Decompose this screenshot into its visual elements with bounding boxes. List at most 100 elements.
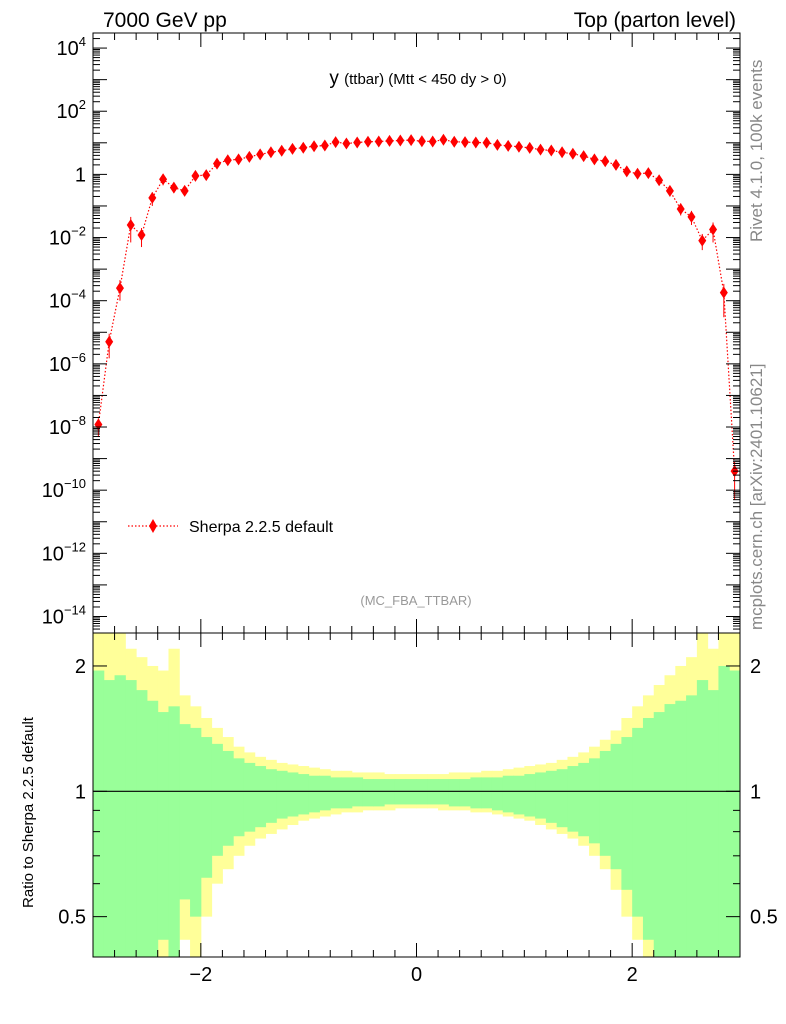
data-point xyxy=(676,203,685,216)
ratio-band-inner xyxy=(168,706,180,957)
ratio-band-inner xyxy=(200,737,213,878)
y-tick-label: 10−14 xyxy=(42,602,86,628)
x-tick-label: −2 xyxy=(189,964,212,986)
ratio-band-inner xyxy=(103,680,116,957)
ratio-band-inner xyxy=(448,779,461,807)
data-point xyxy=(310,140,319,153)
data-point xyxy=(202,169,211,182)
data-point xyxy=(159,173,168,186)
data-point xyxy=(547,144,556,157)
data-point xyxy=(622,165,631,178)
watermark-label: (MC_FBA_TTBAR) xyxy=(360,593,471,608)
ratio-band-inner xyxy=(341,777,353,809)
data-point xyxy=(180,184,189,197)
ratio-band-inner xyxy=(707,690,719,957)
data-point xyxy=(126,218,135,231)
data-point xyxy=(266,146,275,159)
ratio-band-inner xyxy=(535,772,547,819)
x-tick-label: 0 xyxy=(411,964,422,986)
data-point xyxy=(579,150,588,163)
ratio-band-inner xyxy=(556,769,568,828)
ratio-band-inner xyxy=(599,750,612,856)
data-point xyxy=(665,184,674,197)
ratio-band-inner xyxy=(718,665,730,957)
ratio-band-inner xyxy=(125,680,137,957)
y-tick-label: 10−4 xyxy=(49,287,86,313)
data-point xyxy=(245,150,254,163)
data-point xyxy=(223,154,232,167)
ratio-band-inner xyxy=(664,704,676,957)
data-point xyxy=(558,146,567,159)
data-point xyxy=(288,142,297,155)
data-point xyxy=(148,191,157,204)
ratio-band-inner xyxy=(265,769,277,823)
data-point xyxy=(719,286,728,299)
ratio-band-inner xyxy=(653,712,666,957)
ratio-band-inner xyxy=(524,774,536,817)
ratio-y-tick-label-right: 0.5 xyxy=(750,907,778,929)
y-tick-label: 10−2 xyxy=(49,224,86,250)
data-point xyxy=(169,181,178,194)
header-left: 7000 GeV pp xyxy=(103,9,227,32)
data-point xyxy=(385,134,394,147)
ratio-band-inner xyxy=(373,779,385,807)
ratio-band-inner xyxy=(114,675,126,957)
data-point xyxy=(213,157,222,170)
ratio-band-inner xyxy=(319,775,331,811)
data-point xyxy=(568,147,577,160)
y-tick-label: 1 xyxy=(75,164,86,186)
y-tick-label: 10−10 xyxy=(42,476,86,502)
ratio-band-inner xyxy=(222,750,234,846)
ratio-band-inner xyxy=(276,770,288,819)
y-tick-label: 104 xyxy=(57,34,86,60)
data-point xyxy=(504,139,513,152)
ratio-y-tick-label: 0.5 xyxy=(58,907,86,929)
data-point xyxy=(525,141,534,154)
ratio-band-inner xyxy=(481,777,493,809)
ratio-band-inner xyxy=(675,700,687,957)
main-frame xyxy=(92,32,741,634)
y-tick-label: 10−12 xyxy=(42,539,86,565)
ratio-band-inner xyxy=(362,779,374,807)
data-point xyxy=(633,167,642,180)
data-point xyxy=(256,148,265,161)
data-point xyxy=(105,335,114,348)
data-point xyxy=(493,138,502,151)
data-point xyxy=(655,174,664,187)
ratio-band-inner xyxy=(330,777,342,809)
data-point xyxy=(277,144,286,157)
ratio-band-inner xyxy=(157,712,169,940)
x-tick-label: 2 xyxy=(627,964,638,986)
data-point xyxy=(428,135,437,148)
data-point xyxy=(234,153,243,166)
ratio-band-inner xyxy=(696,680,709,957)
data-point xyxy=(191,169,200,182)
data-point xyxy=(299,141,308,154)
data-point xyxy=(536,143,545,156)
data-point xyxy=(320,139,329,152)
y-tick-label: 10−8 xyxy=(49,413,86,439)
data-point xyxy=(450,135,459,148)
ratio-y-tick-label-right: 2 xyxy=(750,656,761,678)
data-point xyxy=(687,210,696,223)
ratio-band-inner xyxy=(470,777,482,809)
data-point xyxy=(590,153,599,166)
ratio-band-inner xyxy=(254,766,267,828)
data-point xyxy=(137,229,146,242)
data-point xyxy=(396,134,405,147)
ratio-band-inner xyxy=(589,758,601,844)
data-point xyxy=(353,136,362,149)
ratio-band-inner xyxy=(308,775,320,813)
data-point xyxy=(417,135,426,148)
ratio-band-inner xyxy=(243,762,256,832)
y-tick-label: 102 xyxy=(57,97,86,123)
data-point xyxy=(471,136,480,149)
data-point xyxy=(115,282,124,295)
ratio-band-inner xyxy=(136,690,148,957)
plot-frames: −2 0 2 104 102 1 10−2 10−4 10−6 10−8 10−10 10−12 10−… xyxy=(42,32,778,986)
data-point xyxy=(698,234,707,247)
ratio-band-inner xyxy=(729,670,741,957)
legend-marker xyxy=(149,519,157,533)
data-point xyxy=(709,223,718,236)
